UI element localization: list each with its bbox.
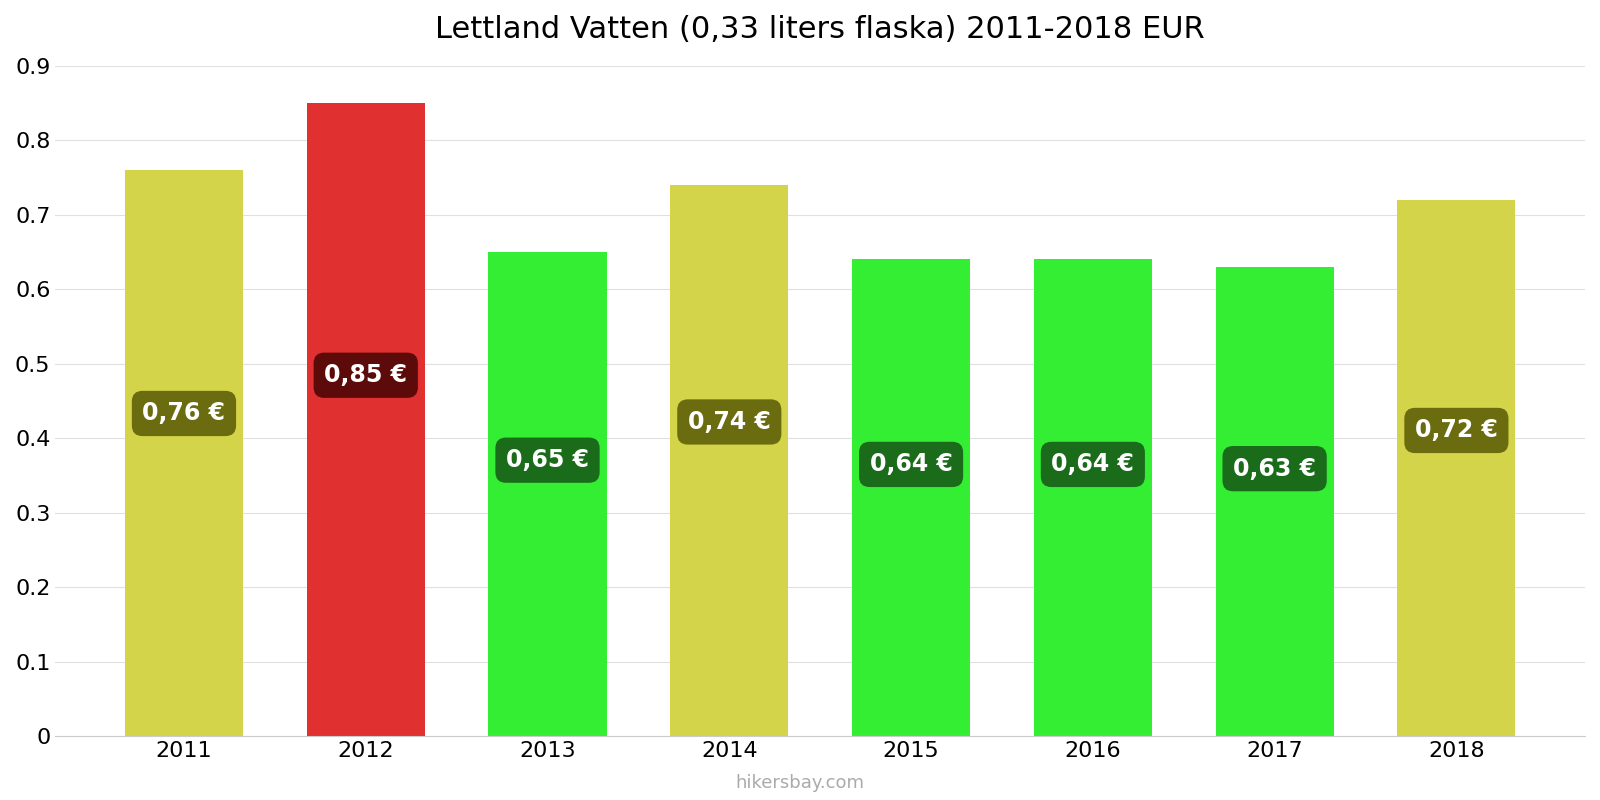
Bar bbox=[1397, 200, 1515, 736]
Bar bbox=[488, 252, 606, 736]
Bar bbox=[125, 170, 243, 736]
Text: 0,85 €: 0,85 € bbox=[325, 363, 408, 387]
Bar bbox=[851, 259, 970, 736]
Text: 0,72 €: 0,72 € bbox=[1414, 418, 1498, 442]
Text: 0,64 €: 0,64 € bbox=[870, 453, 952, 477]
Bar bbox=[307, 103, 426, 736]
Bar bbox=[670, 185, 789, 736]
Text: 0,64 €: 0,64 € bbox=[1051, 453, 1134, 477]
Bar bbox=[1034, 259, 1152, 736]
Title: Lettland Vatten (0,33 liters flaska) 2011-2018 EUR: Lettland Vatten (0,33 liters flaska) 201… bbox=[435, 15, 1205, 44]
Text: 0,65 €: 0,65 € bbox=[506, 448, 589, 472]
Text: 0,63 €: 0,63 € bbox=[1234, 457, 1317, 481]
Bar bbox=[1216, 267, 1334, 736]
Text: 0,76 €: 0,76 € bbox=[142, 402, 226, 426]
Text: 0,74 €: 0,74 € bbox=[688, 410, 771, 434]
Text: hikersbay.com: hikersbay.com bbox=[736, 774, 864, 792]
